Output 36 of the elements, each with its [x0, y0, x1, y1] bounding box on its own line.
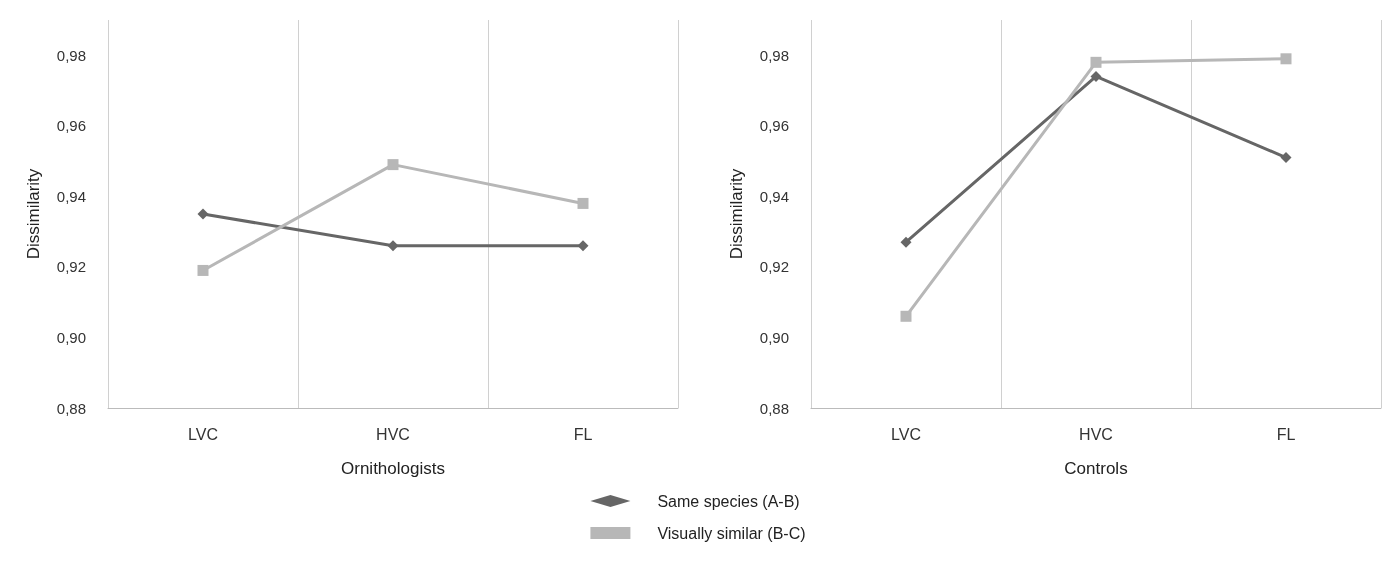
x-axis-title: Ornithologists	[341, 459, 445, 478]
x-tick-label: HVC	[376, 425, 410, 443]
point	[1090, 56, 1102, 68]
point	[900, 310, 912, 322]
y-axis-title: Dissimilarity	[727, 168, 746, 260]
point	[1090, 70, 1102, 82]
x-tick-label: FL	[573, 425, 593, 443]
point	[900, 236, 912, 248]
x-axis-title: Controls	[1064, 459, 1128, 478]
point	[387, 240, 399, 252]
point	[197, 264, 209, 276]
legend-label: Visually similar (B-C)	[657, 524, 806, 542]
y-tick-label: 0,88	[56, 399, 86, 417]
point	[197, 208, 209, 220]
point	[1280, 53, 1292, 65]
y-tick-label: 0,88	[759, 399, 789, 417]
y-tick-label: 0,96	[56, 117, 86, 135]
x-tick-label: LVC	[891, 425, 921, 443]
x-tick-label: LVC	[188, 425, 218, 443]
y-tick-label: 0,94	[759, 187, 789, 205]
point	[577, 240, 589, 252]
point	[387, 159, 399, 171]
y-tick-label: 0,90	[759, 328, 789, 346]
point	[1280, 152, 1292, 164]
y-tick-label: 0,90	[56, 328, 86, 346]
point	[577, 197, 589, 209]
y-tick-label: 0,92	[759, 258, 789, 276]
y-tick-label: 0,98	[56, 46, 86, 64]
legend-label: Same species (A-B)	[657, 492, 800, 510]
y-tick-label: 0,92	[56, 258, 86, 276]
x-tick-label: HVC	[1079, 425, 1113, 443]
y-tick-label: 0,96	[759, 117, 789, 135]
y-axis-title: Dissimilarity	[24, 168, 43, 260]
y-tick-label: 0,98	[759, 46, 789, 64]
x-tick-label: FL	[1276, 425, 1296, 443]
y-tick-label: 0,94	[56, 187, 86, 205]
